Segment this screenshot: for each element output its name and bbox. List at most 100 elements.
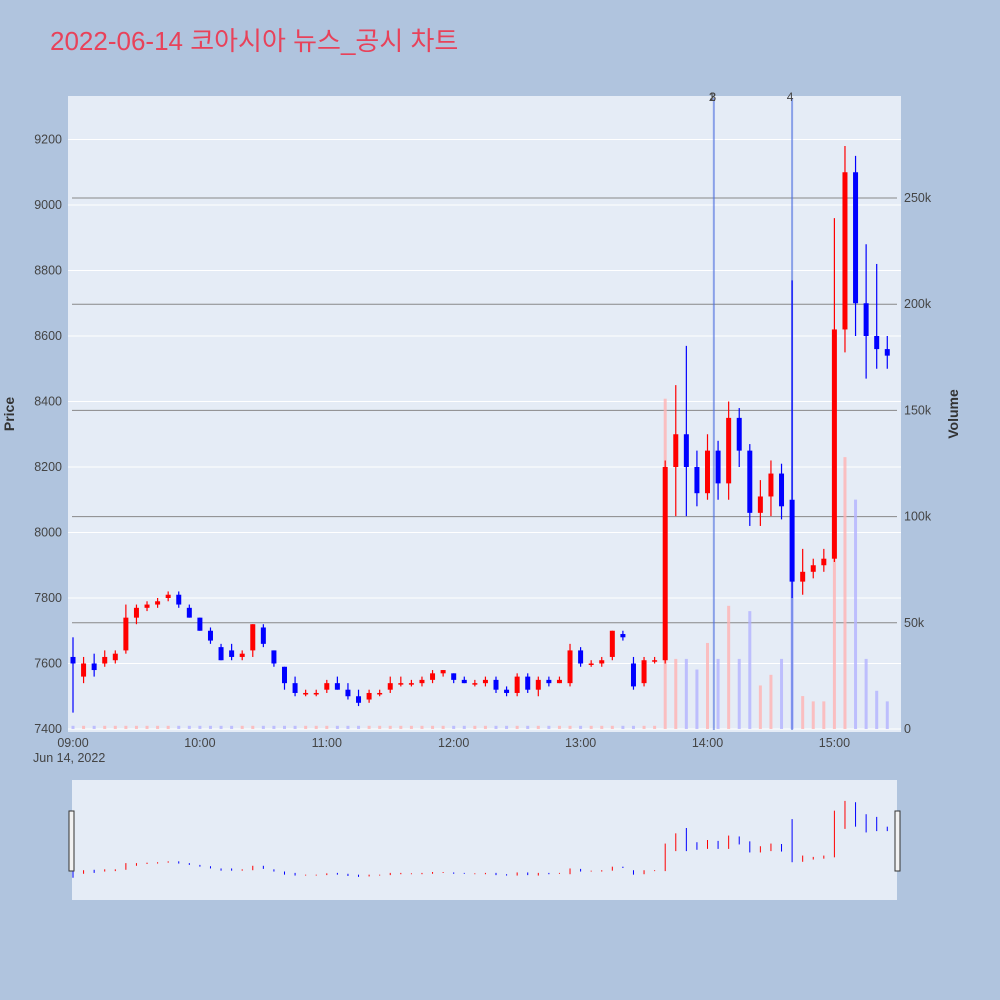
volume-bar — [187, 725, 191, 729]
candle-body — [218, 647, 224, 661]
volume-bar — [325, 725, 329, 729]
volume-bar — [674, 658, 678, 729]
volume-bar — [166, 725, 170, 729]
volume-bar — [177, 725, 181, 729]
candle-body — [641, 660, 647, 684]
volume-bar — [208, 725, 212, 729]
candle-body — [472, 683, 478, 685]
candle-body — [313, 692, 319, 695]
volume-bar — [526, 725, 530, 729]
candle-body — [229, 650, 235, 657]
volume-bar — [388, 725, 392, 729]
candle-body — [726, 417, 732, 484]
range-slider-left-handle[interactable] — [68, 810, 75, 872]
candle-body — [91, 663, 97, 671]
chart-title: 2022-06-14 코아시아 뉴스_공시 차트 — [50, 26, 458, 56]
range-slider-right-handle[interactable] — [894, 810, 901, 872]
candle-body — [652, 660, 658, 662]
volume-tick-label: 0 — [904, 722, 911, 736]
candle-body — [747, 450, 753, 513]
volume-bar — [864, 658, 868, 729]
candle-body — [303, 692, 309, 695]
candle-body — [863, 303, 869, 336]
price-tick-label: 7800 — [34, 591, 62, 605]
candle-body — [345, 689, 351, 697]
volume-bar — [727, 605, 731, 729]
volume-bar — [547, 725, 551, 729]
candle-body — [282, 666, 287, 684]
plot-area — [68, 96, 901, 732]
volume-bar — [293, 725, 297, 729]
range-slider[interactable] — [72, 780, 897, 900]
volume-bar — [653, 725, 657, 729]
candle-body — [482, 679, 488, 684]
volume-bar — [600, 725, 604, 729]
volume-bar — [875, 690, 879, 729]
candle-body — [821, 558, 827, 566]
candle-body — [599, 660, 605, 664]
candle-body — [567, 650, 573, 684]
candle-body — [789, 499, 795, 582]
candle-body — [112, 653, 118, 661]
candle-body — [102, 656, 108, 664]
candle-body — [588, 663, 594, 665]
volume-bar — [113, 725, 117, 729]
volume-bar — [346, 725, 350, 729]
volume-bar — [378, 725, 382, 729]
date-label: Jun 14, 2022 — [33, 751, 105, 765]
candle-body — [800, 571, 806, 582]
volume-bar — [462, 725, 466, 729]
candle-body — [377, 692, 383, 695]
candle-body — [419, 679, 425, 684]
volume-bar — [335, 725, 339, 729]
candles — [70, 146, 890, 713]
volume-bar — [103, 725, 107, 729]
candle-body — [123, 617, 129, 651]
price-tick-label: 9200 — [34, 133, 62, 147]
price-tick-labels: 7400 7600 7800 8000 8200 8400 8600 8800 9000 9200 — [34, 133, 62, 737]
price-axis-title: Price — [1, 397, 17, 431]
candle-body — [144, 604, 150, 608]
time-tick-label: 15:00 — [819, 736, 850, 750]
volume-bar — [505, 725, 509, 729]
volume-bar — [409, 725, 413, 729]
time-tick-label: 14:00 — [692, 736, 723, 750]
candle-body — [398, 683, 404, 685]
volume-bar — [198, 725, 202, 729]
candle-body — [197, 617, 203, 631]
candle-body — [514, 676, 520, 693]
volume-bar — [684, 658, 688, 729]
volume-axis-title: Volume — [945, 389, 961, 439]
news-marker-label: 2 — [709, 90, 716, 104]
volume-bar — [557, 725, 561, 729]
volume-bar — [568, 725, 572, 729]
volume-bar — [748, 611, 752, 729]
candle-body — [292, 683, 298, 693]
volume-bar — [283, 725, 286, 729]
volume-bar — [737, 658, 741, 729]
candle-body — [525, 676, 531, 690]
volume-bar — [367, 725, 371, 729]
candle-body — [155, 601, 161, 605]
volume-bar — [71, 725, 75, 729]
candle-body — [461, 679, 467, 684]
candle-body — [609, 630, 615, 657]
volume-bar — [885, 701, 889, 729]
volume-bar — [399, 725, 403, 729]
candle-body — [186, 607, 192, 618]
candle-body — [81, 663, 87, 677]
candle-body — [70, 656, 76, 664]
volume-tick-label: 50k — [904, 616, 925, 630]
candle-body — [387, 683, 393, 690]
price-tick-label: 8800 — [34, 264, 62, 278]
price-tick-label: 8200 — [34, 460, 62, 474]
volume-bar — [261, 725, 265, 729]
time-tick-label: 13:00 — [565, 736, 596, 750]
volume-bar — [610, 725, 614, 729]
volume-bar — [854, 499, 858, 729]
price-tick-label: 7400 — [34, 722, 62, 736]
time-tick-label: 10:00 — [184, 736, 215, 750]
candle-body — [556, 679, 562, 684]
volume-bar — [82, 725, 86, 729]
